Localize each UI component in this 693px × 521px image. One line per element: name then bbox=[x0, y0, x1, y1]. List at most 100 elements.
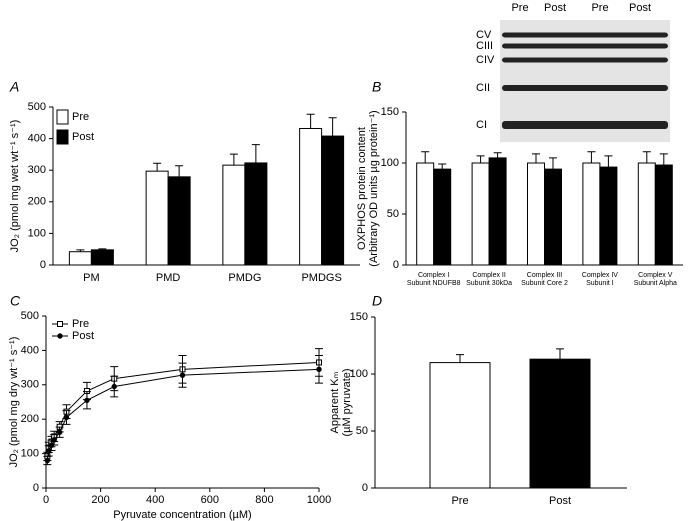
y-axis-label: Apparent Kₘ bbox=[329, 371, 341, 433]
marker bbox=[63, 414, 70, 421]
bar bbox=[68, 251, 92, 266]
y-tick-label: 150 bbox=[350, 311, 368, 323]
blot-band bbox=[502, 57, 668, 63]
band-label: CV bbox=[476, 29, 492, 41]
x-tick-label: Complex IV bbox=[582, 272, 619, 279]
error-bar bbox=[421, 151, 430, 163]
x-tick-label: Post bbox=[549, 495, 571, 507]
bar bbox=[582, 162, 601, 266]
error-bar bbox=[659, 153, 668, 166]
x-tick-label: PMDG bbox=[228, 272, 261, 284]
legend-swatch bbox=[56, 109, 69, 125]
x-tick-label: 600 bbox=[201, 494, 219, 506]
bar bbox=[471, 162, 490, 266]
error-bar bbox=[556, 348, 564, 360]
panel-letter: A bbox=[9, 79, 19, 95]
y-axis-label: JO₂ (pmol mg dry wt⁻¹ s⁻¹) bbox=[8, 337, 20, 468]
legend-label: Post bbox=[72, 131, 94, 143]
y-tick-label: 400 bbox=[28, 133, 46, 145]
x-tick-label: Subunit Core 2 bbox=[521, 280, 568, 287]
bar bbox=[222, 164, 246, 266]
marker bbox=[51, 437, 57, 443]
error-bar bbox=[306, 113, 315, 129]
error-bar bbox=[456, 354, 464, 363]
bar bbox=[527, 162, 545, 266]
bar bbox=[167, 176, 191, 266]
bar bbox=[145, 170, 169, 266]
x-axis-label: Pyruvate concentration (µM) bbox=[113, 509, 251, 521]
error-bar bbox=[493, 152, 502, 158]
legend-marker bbox=[57, 321, 63, 327]
series-line bbox=[46, 368, 320, 461]
error-bar bbox=[153, 162, 162, 172]
x-tick-label: Complex II bbox=[472, 272, 506, 279]
blot-band bbox=[502, 85, 668, 91]
error-bar bbox=[549, 157, 557, 170]
x-tick-label: 200 bbox=[91, 494, 109, 506]
y-tick-label: 100 bbox=[21, 448, 39, 460]
bar bbox=[90, 249, 114, 266]
band-label: CII bbox=[476, 82, 490, 94]
y-tick-label: 0 bbox=[393, 259, 399, 271]
panel-letter: C bbox=[10, 293, 21, 309]
band-label: CI bbox=[476, 119, 487, 131]
bar bbox=[637, 162, 656, 266]
lane-label: Pre bbox=[511, 2, 528, 14]
x-tick-label: 0 bbox=[43, 494, 49, 506]
error-bar bbox=[438, 163, 447, 170]
panel-letter: D bbox=[372, 293, 382, 309]
y-tick-label: 200 bbox=[21, 413, 39, 425]
y-tick-label: 100 bbox=[381, 157, 399, 169]
legend-label: Pre bbox=[72, 318, 89, 330]
y-tick-label: 0 bbox=[33, 482, 39, 494]
y-tick-label: 300 bbox=[28, 164, 46, 176]
panel-letter: B bbox=[372, 79, 381, 95]
bar bbox=[433, 168, 452, 266]
legend-swatch bbox=[56, 129, 69, 145]
y-tick-label: 50 bbox=[356, 425, 368, 437]
lane-label: Pre bbox=[591, 2, 608, 14]
lane-label: Post bbox=[629, 2, 651, 14]
error-bar bbox=[476, 155, 485, 163]
y-tick-label: 500 bbox=[28, 101, 46, 113]
x-tick-label: PM bbox=[83, 272, 100, 284]
y-tick-label: 50 bbox=[387, 208, 399, 220]
marker bbox=[179, 372, 186, 378]
x-tick-label: 800 bbox=[255, 494, 273, 506]
x-tick-label: 1000 bbox=[307, 494, 331, 506]
band-label: CIII bbox=[476, 40, 493, 52]
error-bar bbox=[328, 117, 337, 137]
x-tick-label: Complex V bbox=[638, 272, 673, 279]
legend-label: Pre bbox=[72, 111, 89, 123]
y-tick-label: 100 bbox=[350, 368, 368, 380]
bar bbox=[654, 164, 673, 266]
band-label: CIV bbox=[476, 54, 495, 66]
y-axis-label: JO₂ (pmol mg wet wt⁻¹ s⁻¹) bbox=[9, 120, 21, 253]
error-bar bbox=[251, 144, 260, 163]
bar bbox=[299, 127, 323, 266]
x-tick-label: Subunit I bbox=[586, 280, 614, 287]
y-axis-label: (µM pyruvate) bbox=[341, 368, 353, 436]
bar bbox=[599, 166, 618, 266]
x-tick-label: PMDGS bbox=[301, 272, 341, 284]
x-tick-label: PMD bbox=[156, 272, 181, 284]
x-tick-label: Complex I bbox=[418, 272, 450, 279]
blot-band bbox=[502, 121, 668, 129]
y-tick-label: 0 bbox=[362, 482, 368, 494]
x-tick-label: Subunit 30kDa bbox=[466, 280, 512, 287]
bar bbox=[488, 157, 507, 266]
y-axis-label: OXPHOS protein content bbox=[356, 127, 368, 250]
bar bbox=[429, 362, 491, 489]
lane-label: Post bbox=[544, 2, 566, 14]
x-tick-label: Complex III bbox=[527, 272, 562, 279]
bar bbox=[529, 358, 591, 489]
x-tick-label: Subunit Alpha bbox=[634, 280, 677, 287]
y-tick-label: 500 bbox=[21, 310, 39, 322]
error-bar bbox=[229, 153, 238, 166]
marker bbox=[84, 397, 90, 403]
bar bbox=[244, 162, 268, 266]
blot-band bbox=[502, 43, 668, 49]
y-tick-label: 0 bbox=[40, 259, 46, 271]
error-bar bbox=[604, 155, 613, 168]
